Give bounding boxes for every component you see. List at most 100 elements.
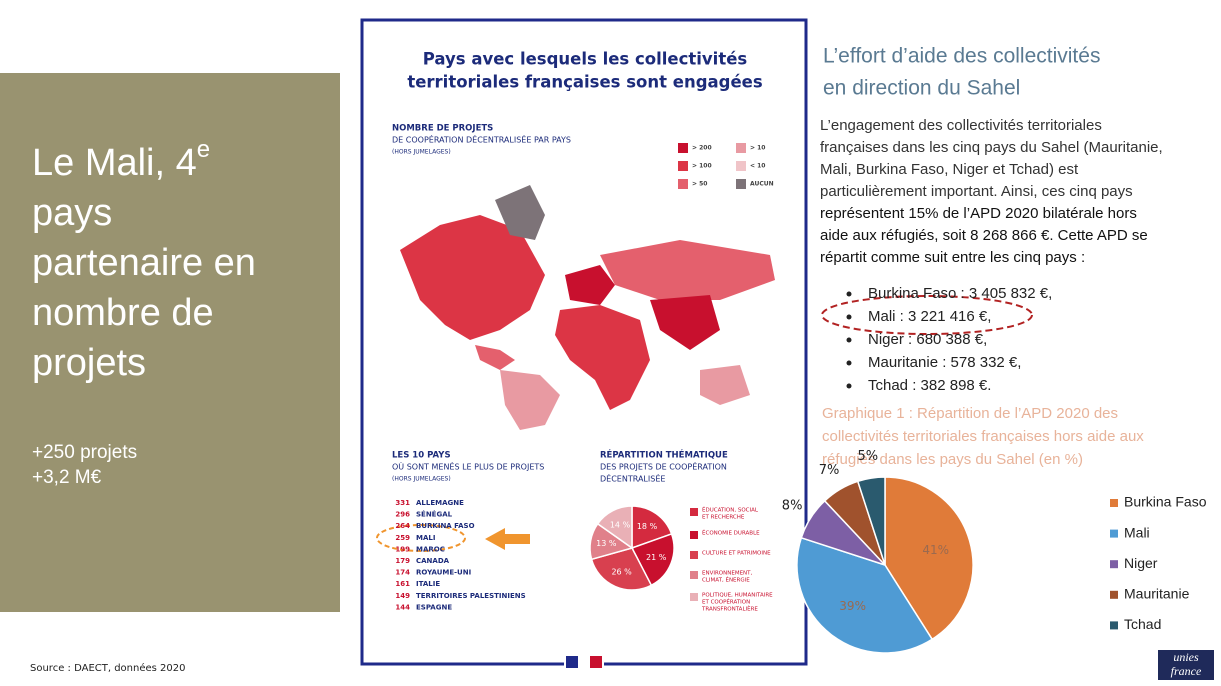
- section-note: (HORS JUMELAGES): [392, 476, 451, 483]
- chart-caption: Graphique 1 : Répartition de l’APD 2020 …: [822, 405, 1118, 422]
- legend-label: ENVIRONNEMENT,: [702, 571, 753, 577]
- flag-red: [590, 656, 602, 668]
- country-count: 144: [395, 603, 410, 611]
- flag-blue: [566, 656, 578, 668]
- section-subheading: DES PROJETS DE COOPÉRATION: [600, 461, 727, 472]
- slide-title: pays: [32, 192, 112, 234]
- legend-swatch: [736, 179, 746, 189]
- map-russia: [600, 240, 775, 300]
- legend-label: Mali: [1124, 524, 1150, 540]
- legend-label: Tchad: [1124, 616, 1161, 632]
- map-africa: [555, 305, 650, 410]
- logo-text: france: [1171, 664, 1202, 678]
- highlight-ellipse: [821, 295, 1033, 335]
- country-count: 149: [395, 592, 410, 600]
- pie-slice: [631, 505, 673, 550]
- article-text: Mali, Burkina Faso, Niger et Tchad) est: [820, 161, 1079, 178]
- map-europe: [565, 265, 615, 305]
- section-note: (HORS JUMELAGES): [392, 149, 451, 156]
- map-greenland: [495, 185, 545, 240]
- map-central-america: [475, 345, 515, 370]
- article-title: en direction du Sahel: [823, 77, 1020, 100]
- slide-title: Le Mali, 4e: [32, 136, 210, 184]
- slide-title: nombre de: [32, 292, 214, 334]
- stat: +250 projets: [32, 442, 137, 463]
- country-count: 259: [395, 534, 410, 542]
- legend-label: POLITIQUE, HUMANITAIRE: [702, 593, 773, 599]
- pie-slice: [596, 505, 633, 550]
- pie-label: 41%: [922, 543, 949, 557]
- poster-title: Pays avec lesquels les collectivités: [423, 50, 748, 69]
- bullet: [846, 360, 852, 366]
- country-count: 331: [395, 499, 410, 507]
- bullet-text: Burkina Faso : 3 405 832 €,: [868, 285, 1052, 302]
- bullet: [846, 383, 852, 389]
- legend-label: Niger: [1124, 555, 1158, 571]
- slide-title: partenaire en: [32, 242, 256, 284]
- chart-caption: collectivités territoriales françaises h…: [822, 428, 1144, 445]
- legend-label: Mauritanie: [1124, 586, 1190, 602]
- country-name: MALI: [416, 534, 435, 542]
- legend-swatch: [1110, 529, 1118, 538]
- source: Source : DAECT, données 2020: [30, 662, 186, 674]
- pie-label: 39%: [839, 599, 866, 613]
- legend-swatch: [678, 161, 688, 171]
- legend-label: ET COOPÉRATION: [702, 598, 750, 606]
- map-south-america: [500, 370, 560, 430]
- section-subheading: DE COOPÉRATION DÉCENTRALISÉE PAR PAYS: [392, 134, 571, 145]
- country-count: 264: [395, 522, 410, 530]
- article-text: françaises dans les cinq pays du Sahel (…: [820, 139, 1163, 156]
- logo-box: [1158, 650, 1214, 680]
- legend-label: ÉCONOMIE DURABLE: [702, 529, 760, 537]
- legend-swatch: [1110, 560, 1118, 569]
- country-count: 199: [395, 545, 410, 553]
- legend-swatch: [678, 143, 688, 153]
- article-text: L’engagement des collectivités territori…: [820, 117, 1102, 134]
- country-name: BURKINA FASO: [416, 522, 475, 530]
- bullet: [846, 291, 852, 297]
- section-heading: NOMBRE DE PROJETS: [392, 124, 493, 134]
- pie-slice: [796, 536, 934, 654]
- country-count: 296: [395, 511, 410, 519]
- legend-label: CULTURE ET PATRIMOINE: [702, 551, 771, 557]
- pie-slice: [856, 476, 886, 566]
- world-map: [400, 185, 775, 430]
- country-count: 161: [395, 580, 410, 588]
- poster-title: territoriales françaises sont engagées: [407, 73, 763, 92]
- highlight-ellipse: [376, 524, 466, 552]
- left-panel: [0, 73, 340, 612]
- country-name: TERRITOIRES PALESTINIENS: [416, 592, 526, 600]
- pie-label: 26 %: [611, 567, 632, 576]
- legend-swatch: [690, 531, 698, 539]
- article-text: répartit comme suit entre les cinq pays …: [820, 249, 1085, 266]
- map-oceania: [700, 365, 750, 405]
- legend-swatch: [736, 143, 746, 153]
- legend-swatch: [1110, 621, 1118, 630]
- legend-swatch: [690, 593, 698, 601]
- legend-swatch: [678, 179, 688, 189]
- country-name: MAROC: [416, 545, 445, 553]
- highlight-arrow: [485, 528, 530, 550]
- legend-swatch: [690, 551, 698, 559]
- legend-label: > 100: [692, 163, 712, 170]
- country-count: 174: [395, 569, 410, 577]
- legend-label: TRANSFRONTALIÈRE: [701, 605, 758, 613]
- legend-swatch: [1110, 590, 1118, 599]
- article-title: L’effort d’aide des collectivités: [823, 45, 1100, 68]
- pie-label: 21 %: [646, 553, 667, 562]
- pie-label: 8%: [782, 499, 803, 514]
- legend-label: > 200: [692, 145, 712, 152]
- section-subheading: OÙ SONT MENÉS LE PLUS DE PROJETS: [392, 461, 544, 472]
- legend-swatch: [1110, 499, 1118, 507]
- stat: +3,2 M€: [32, 467, 102, 488]
- article-text: aide aux réfugiés, soit 8 268 866 €. Cet…: [820, 227, 1148, 244]
- section-heading: LES 10 PAYS: [392, 451, 451, 461]
- pie-label: 13 %: [596, 539, 617, 548]
- pie-label: 7%: [819, 463, 840, 478]
- article-text: particulièrement important. Ainsi, ces c…: [820, 183, 1133, 200]
- legend-swatch: [690, 508, 698, 516]
- country-count: 179: [395, 557, 410, 565]
- pie-label: 14 %: [610, 520, 631, 529]
